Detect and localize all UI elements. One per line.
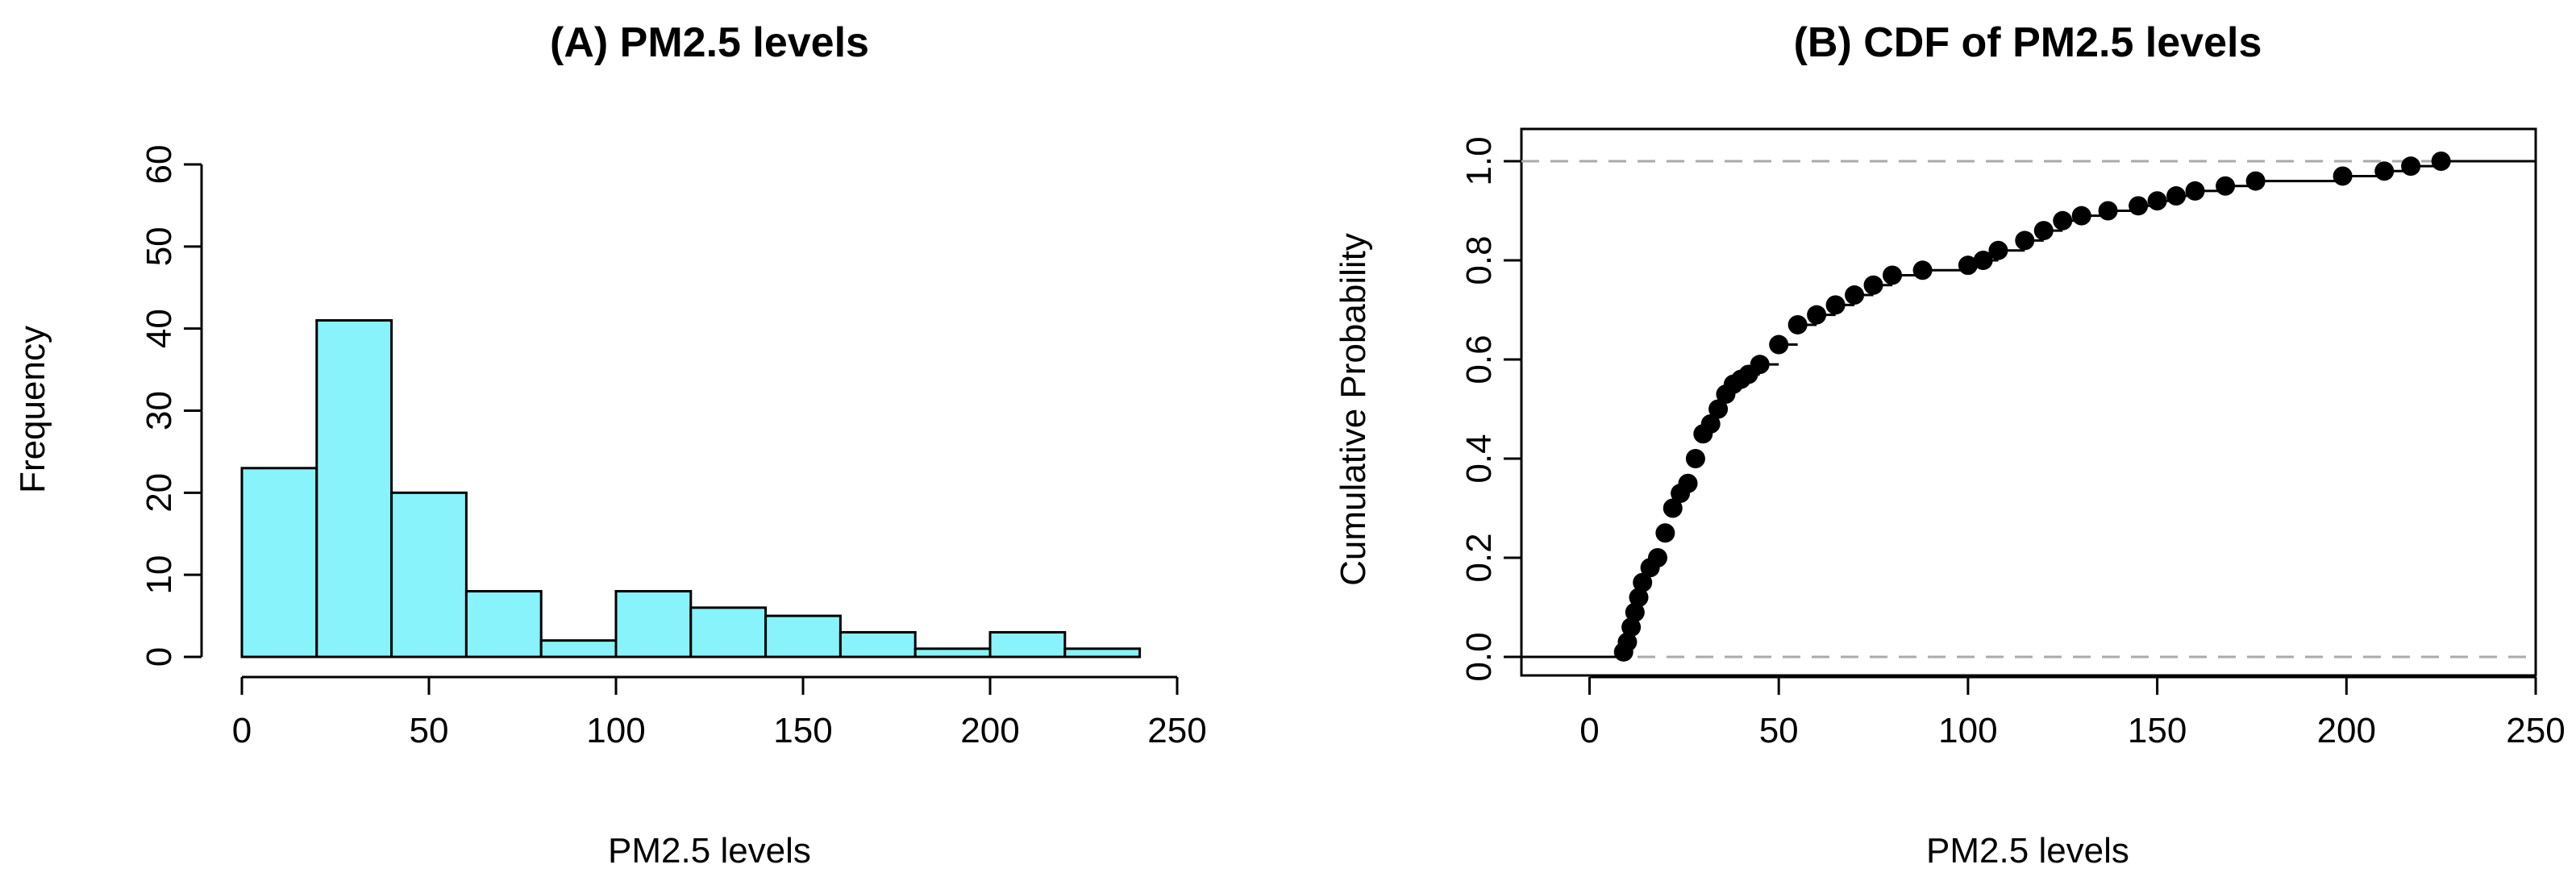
histogram-x-axis-label: PM2.5 levels xyxy=(608,831,811,870)
cdf-x-tick-label: 0 xyxy=(1579,711,1599,750)
cdf-point xyxy=(2071,206,2091,226)
cdf-point xyxy=(1655,523,1675,543)
cdf-x-tick-label: 250 xyxy=(2506,711,2565,750)
cdf-x-axis-label: PM2.5 levels xyxy=(1926,831,2129,870)
histogram-y-tick-label: 0 xyxy=(139,647,179,667)
cdf-x-tick-label: 150 xyxy=(2128,711,2187,750)
histogram-x-tick-label: 200 xyxy=(960,711,1019,750)
cdf-point xyxy=(2401,156,2421,177)
cdf-point xyxy=(1625,602,1645,622)
histogram-x-tick-label: 150 xyxy=(773,711,832,750)
cdf-point xyxy=(2245,171,2266,191)
cdf-point xyxy=(1912,260,1933,280)
histogram-bar xyxy=(539,639,618,659)
cdf-point xyxy=(2216,176,2236,196)
histogram-bar xyxy=(839,630,917,659)
cdf-point xyxy=(2185,181,2205,201)
cdf-point xyxy=(2147,191,2167,211)
histogram-x-tick-label: 50 xyxy=(410,711,449,750)
histogram-panel: (A) PM2.5 levels PM2.5 levels Frequency … xyxy=(13,19,1207,870)
histogram-y-tick-label: 40 xyxy=(139,309,179,348)
cdf-point xyxy=(1973,251,1993,270)
cdf-x-tick-label: 200 xyxy=(2317,711,2376,750)
cdf-plot-frame xyxy=(1520,127,2537,677)
cdf-point xyxy=(1678,473,1698,493)
cdf-point xyxy=(2374,161,2395,181)
cdf-point xyxy=(1958,256,1978,276)
cdf-point xyxy=(1629,588,1649,608)
histogram-bars xyxy=(240,318,1142,659)
histogram-y-tick-label: 60 xyxy=(139,145,179,185)
histogram-x-tick-label: 250 xyxy=(1147,711,1206,750)
histogram-bar xyxy=(689,606,768,659)
cdf-point xyxy=(1787,314,1808,334)
histogram-y-axis-label: Frequency xyxy=(13,326,52,493)
cdf-y-tick-label: 0.4 xyxy=(1459,434,1499,483)
histogram-title: (A) PM2.5 levels xyxy=(550,19,869,66)
histogram-y-tick-label: 10 xyxy=(139,555,179,595)
cdf-point xyxy=(1685,449,1705,468)
cdf-point xyxy=(2053,210,2073,231)
cdf-y-tick-label: 0.6 xyxy=(1459,334,1499,384)
histogram-bar xyxy=(315,318,393,659)
histogram-bar xyxy=(390,491,468,659)
histogram-bar xyxy=(764,614,842,659)
cdf-point xyxy=(2015,231,2035,251)
cdf-x-axis: 0 50 100 150 200 250 xyxy=(1579,675,2566,750)
histogram-y-tick-label: 20 xyxy=(139,473,179,513)
histogram-x-axis: 0 50 100 150 200 250 xyxy=(232,675,1207,750)
cdf-y-axis: 0.0 0.2 0.4 0.6 0.8 1.0 xyxy=(1459,136,1521,682)
histogram-y-axis: 0 10 20 30 40 50 60 xyxy=(139,145,203,667)
cdf-y-tick-label: 1.0 xyxy=(1459,136,1499,185)
cdf-point xyxy=(1769,334,1789,355)
cdf-point xyxy=(1708,399,1729,419)
cdf-point xyxy=(1825,295,1846,315)
cdf-x-tick-label: 100 xyxy=(1938,711,1997,750)
cdf-point xyxy=(1663,498,1683,518)
cdf-point xyxy=(2166,186,2187,206)
cdf-point xyxy=(1845,285,1865,305)
cdf-y-tick-label: 0.8 xyxy=(1459,235,1499,285)
cdf-point xyxy=(1621,617,1642,638)
histogram-x-tick-label: 0 xyxy=(232,711,252,750)
histogram-y-tick-label: 30 xyxy=(139,391,179,430)
cdf-y-tick-label: 0.0 xyxy=(1459,632,1499,681)
cdf-point xyxy=(2033,221,2054,241)
cdf-point xyxy=(1617,632,1638,652)
cdf-y-tick-label: 0.2 xyxy=(1459,533,1499,582)
histogram-x-tick-label: 100 xyxy=(586,711,645,750)
cdf-points xyxy=(1613,152,2451,662)
cdf-point xyxy=(1807,305,1827,325)
cdf-point xyxy=(2098,201,2118,221)
cdf-point xyxy=(2431,152,2451,171)
histogram-bar xyxy=(614,590,693,659)
cdf-point xyxy=(1863,275,1883,295)
histogram-y-tick-label: 50 xyxy=(139,226,179,266)
cdf-title: (B) CDF of PM2.5 levels xyxy=(1794,19,2262,66)
histogram-bar xyxy=(913,647,992,659)
cdf-point xyxy=(1750,355,1770,375)
cdf-reference-lines xyxy=(1521,160,2536,659)
cdf-point xyxy=(1988,240,2008,260)
cdf-y-axis-label: Cumulative Probability xyxy=(1334,233,1373,586)
histogram-bar xyxy=(240,467,318,659)
cdf-point xyxy=(1700,413,1721,434)
histogram-bar xyxy=(464,590,543,659)
histogram-bar xyxy=(988,630,1067,659)
cdf-point xyxy=(1647,548,1667,567)
cdf-point xyxy=(1883,265,1903,285)
cdf-point xyxy=(2129,196,2149,216)
cdf-point xyxy=(2333,166,2353,186)
cdf-point xyxy=(1633,572,1653,592)
cdf-panel: (B) CDF of PM2.5 levels PM2.5 levels Cum… xyxy=(1334,19,2566,870)
histogram-bar xyxy=(1063,647,1142,659)
cdf-x-tick-label: 50 xyxy=(1759,711,1799,750)
